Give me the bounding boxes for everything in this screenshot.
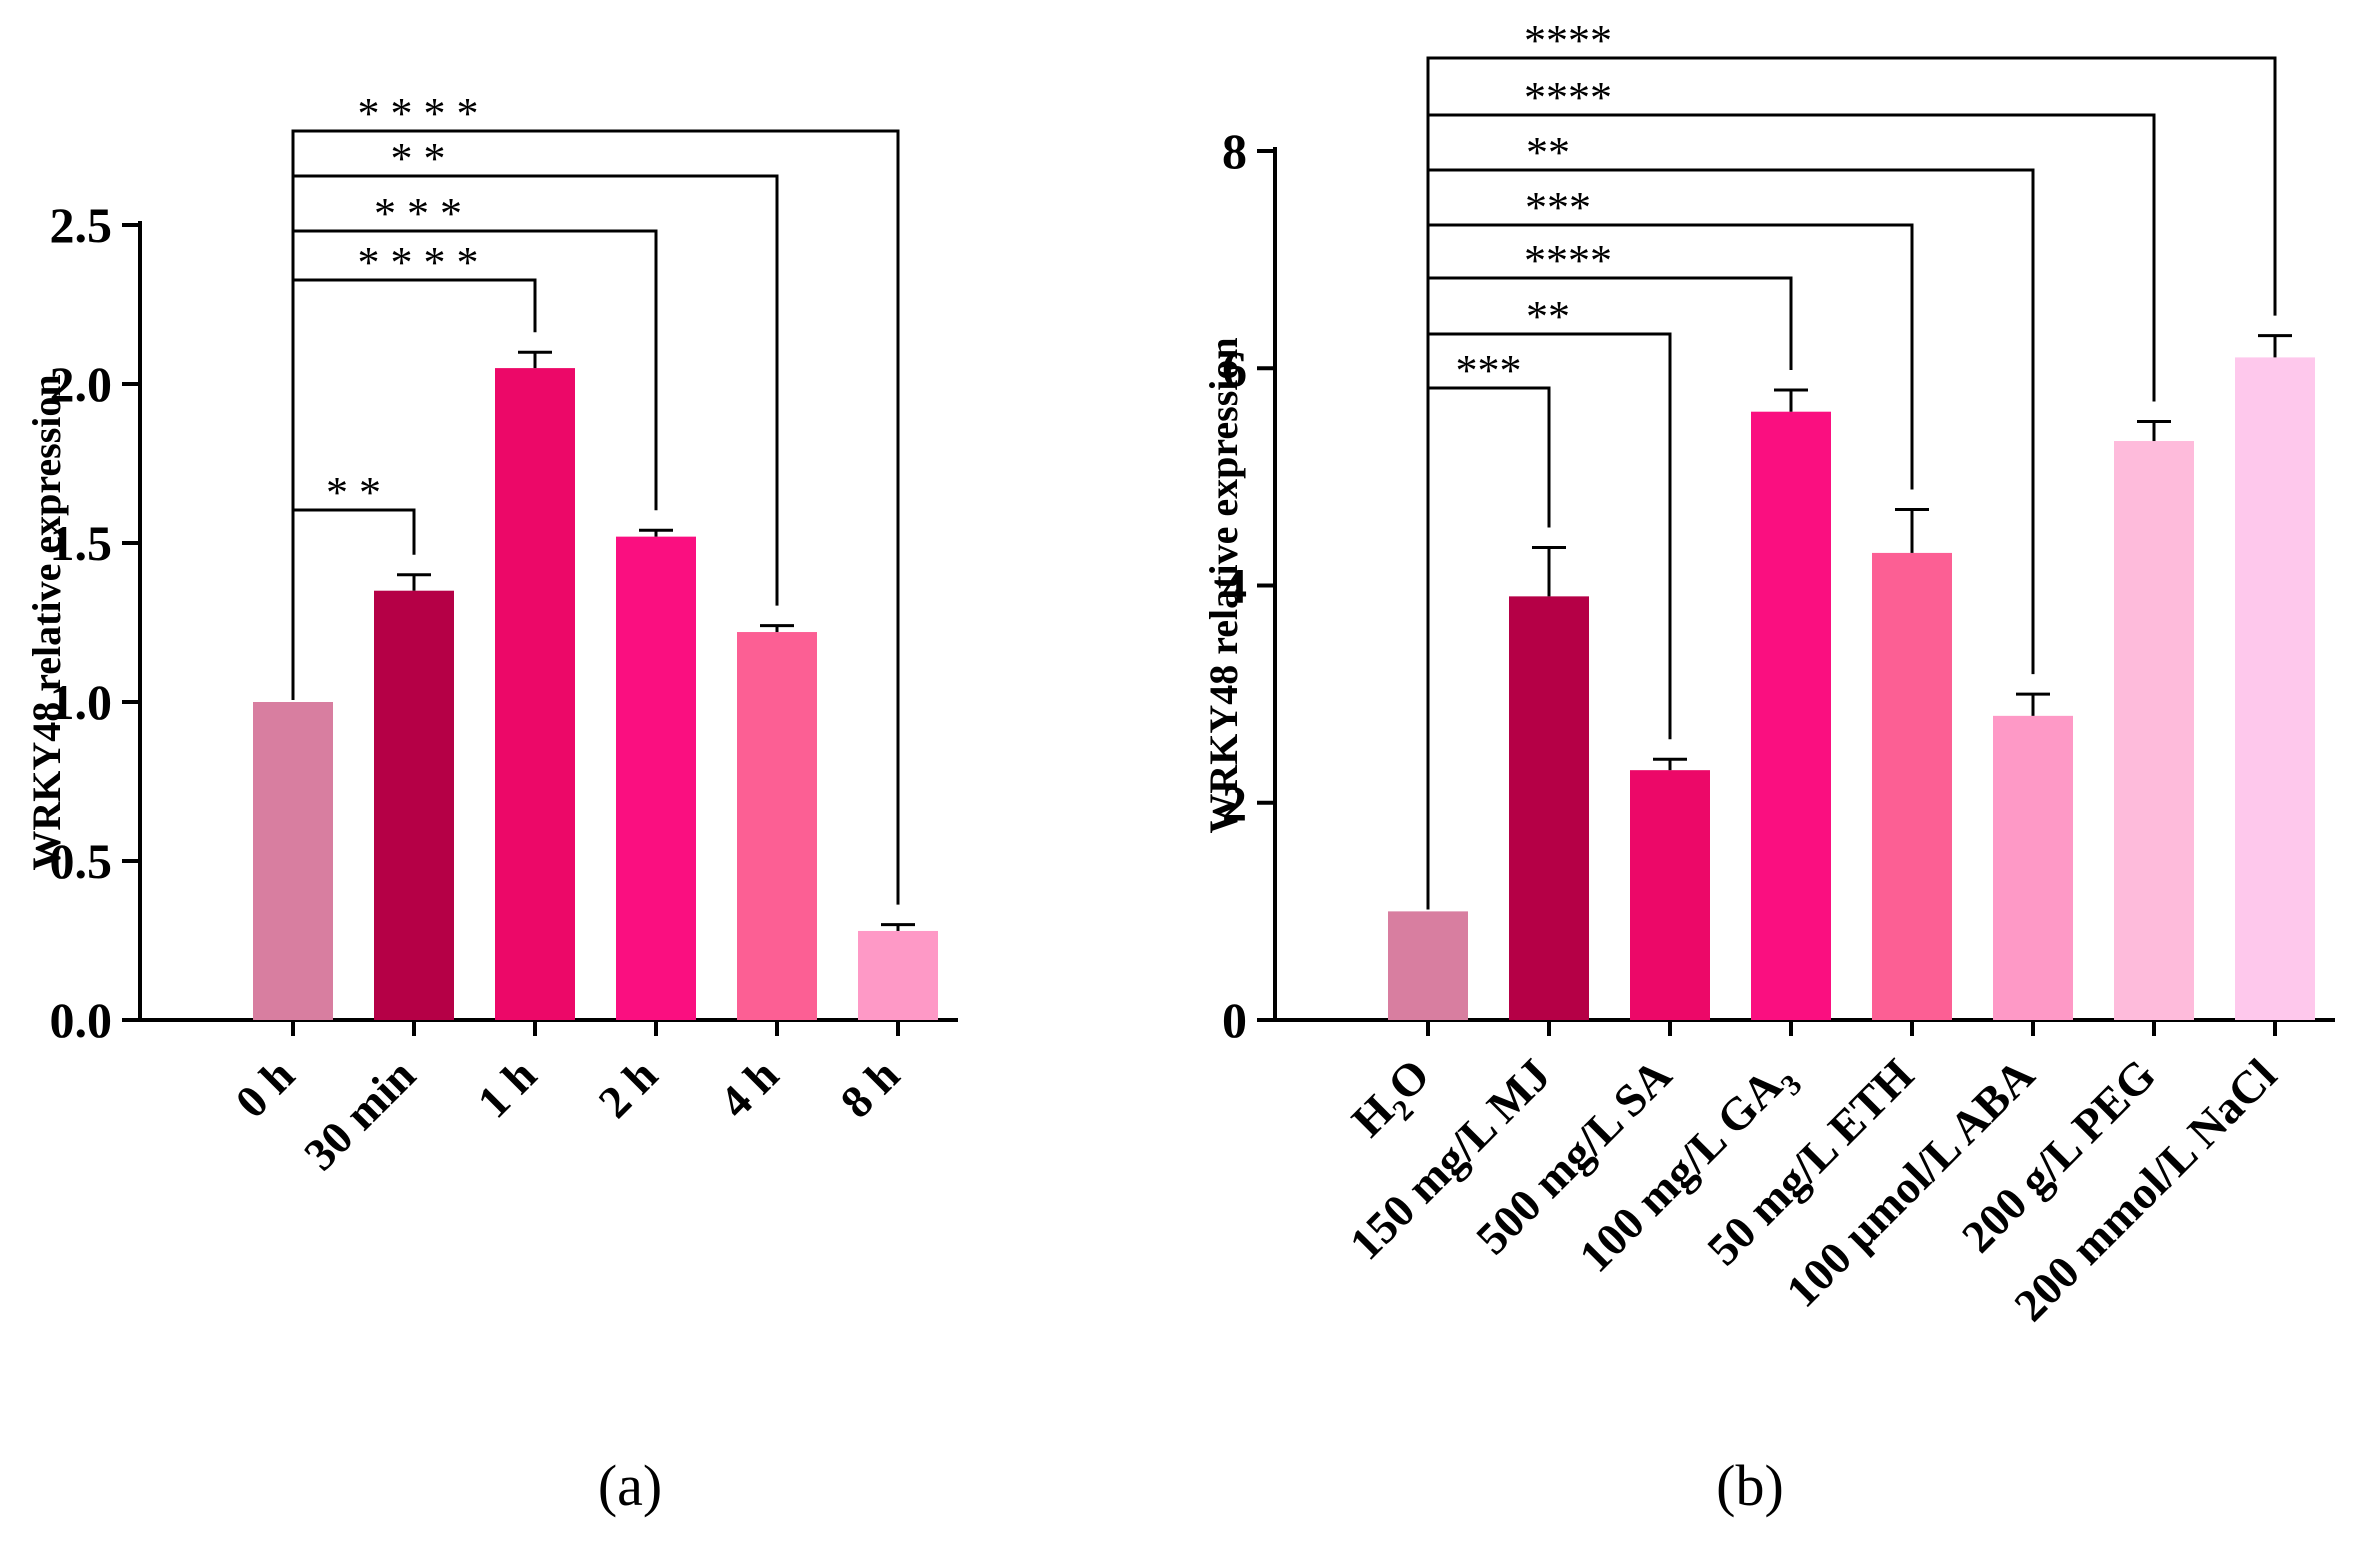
a-significance-label: * * * bbox=[374, 189, 462, 238]
a-y-axis-title: WRKY48 relative expression bbox=[24, 374, 69, 870]
b-bar bbox=[2114, 441, 2194, 1020]
a-bar bbox=[737, 632, 817, 1020]
a-category-label: 1 h bbox=[468, 1049, 547, 1128]
a-category-label: 4 h bbox=[710, 1049, 789, 1128]
b-y-tick-label: 6 bbox=[1222, 340, 1247, 396]
b-y-tick-label: 4 bbox=[1222, 558, 1247, 614]
a-y-tick-label: 1.5 bbox=[50, 515, 113, 571]
a-significance-bracket bbox=[291, 229, 658, 700]
a-significance-label: * * bbox=[326, 468, 381, 517]
a-bar bbox=[374, 590, 454, 1020]
a-y-tick-label: 2.5 bbox=[50, 197, 113, 253]
a-bar bbox=[495, 368, 575, 1021]
b-significance-bracket bbox=[1426, 56, 2277, 910]
b-bar bbox=[1630, 770, 1710, 1020]
a-category-label: 2 h bbox=[589, 1049, 668, 1128]
panel-a-chart: 0.0 0.5 1.0 1.5 2.0 2.5 WRKY48 relative expres… bbox=[24, 89, 958, 1518]
b-panel-label: (b) bbox=[1716, 1453, 1784, 1518]
a-y-tick-label: 0.5 bbox=[50, 833, 113, 889]
b-significance-label: ** bbox=[1526, 128, 1570, 177]
a-y-tick-label: 0.0 bbox=[50, 992, 113, 1048]
b-category-label-text: O bbox=[1378, 1049, 1439, 1110]
a-panel-label: (a) bbox=[598, 1453, 662, 1518]
a-significance-label: * * * * bbox=[358, 238, 479, 287]
b-bar bbox=[1509, 596, 1589, 1020]
a-significance-label: * * bbox=[391, 134, 446, 183]
a-y-tick-label: 1.0 bbox=[50, 674, 113, 730]
b-significance-label: ** bbox=[1526, 292, 1570, 341]
a-bar bbox=[253, 702, 333, 1020]
a-category-label: 8 h bbox=[831, 1049, 910, 1128]
b-significance-label: **** bbox=[1524, 236, 1612, 285]
b-bar bbox=[1993, 715, 2073, 1020]
b-y-axis-title: WRKY48 relative expression bbox=[1201, 337, 1246, 833]
a-category-label: 30 min bbox=[294, 1049, 425, 1180]
a-bar bbox=[616, 536, 696, 1020]
a-category-label: 0 h bbox=[226, 1049, 305, 1128]
b-y-tick-label: 0 bbox=[1222, 992, 1247, 1048]
b-bar bbox=[1751, 411, 1831, 1020]
b-significance-label: *** bbox=[1456, 346, 1522, 395]
b-significance-label: **** bbox=[1524, 73, 1612, 122]
b-y-tick-label: 8 bbox=[1222, 123, 1247, 179]
b-category-label: H2O bbox=[1342, 1049, 1446, 1153]
a-significance-label: * * * * bbox=[358, 89, 479, 138]
b-bar bbox=[1872, 552, 1952, 1020]
a-bar bbox=[858, 930, 938, 1020]
b-bar bbox=[2235, 357, 2315, 1020]
b-y-tick-label: 2 bbox=[1222, 775, 1247, 831]
b-bar bbox=[1388, 911, 1468, 1020]
b-category-label-text: H bbox=[1342, 1085, 1404, 1147]
b-significance-label: *** bbox=[1525, 183, 1591, 232]
a-significance-bracket bbox=[291, 129, 900, 905]
b-significance-label: **** bbox=[1524, 16, 1612, 65]
a-y-tick-label: 2.0 bbox=[50, 356, 113, 412]
